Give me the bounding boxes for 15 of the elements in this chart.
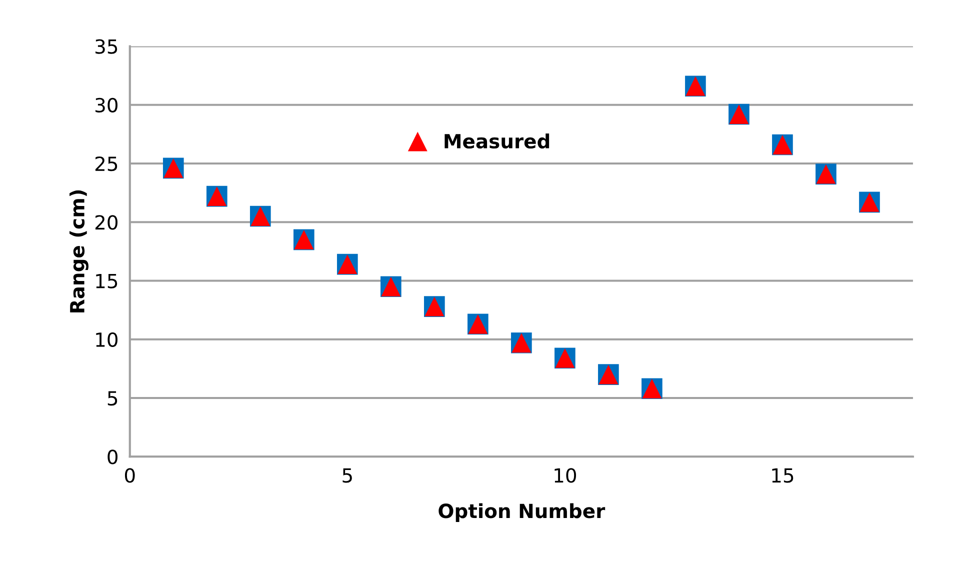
y-axis-title: Range (cm) bbox=[70, 190, 88, 312]
x-axis-title: Option Number bbox=[438, 503, 606, 522]
legend-label: Measured bbox=[444, 134, 550, 149]
y-tick-label: 0 bbox=[108, 450, 118, 464]
y-tick-label: 15 bbox=[96, 274, 118, 288]
y-tick-label: 35 bbox=[96, 39, 118, 54]
x-tick-label: 0 bbox=[124, 468, 135, 483]
x-tick-label: 5 bbox=[342, 468, 352, 483]
y-tick-label: 10 bbox=[96, 332, 118, 348]
y-tick-label: 25 bbox=[95, 156, 118, 172]
y-tick-label: 5 bbox=[108, 391, 118, 406]
y-tick-label: 30 bbox=[96, 98, 118, 113]
x-tick-label: 10 bbox=[554, 468, 576, 483]
x-tick-label: 15 bbox=[772, 468, 794, 483]
y-tick-label: 20 bbox=[95, 215, 118, 230]
